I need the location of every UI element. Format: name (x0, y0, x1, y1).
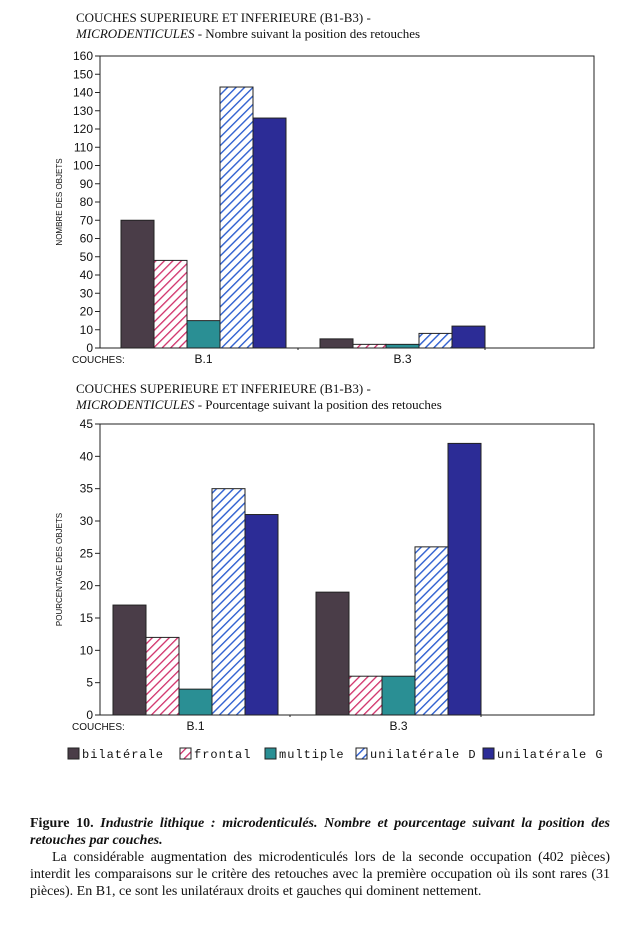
chart2-ytick-label: 10 (80, 643, 94, 657)
chart2-bar-b-1-frontal (145, 636, 180, 716)
chart1-bar-b-1-unilat-rale-g (252, 117, 287, 349)
chart2-ytick-label: 35 (80, 482, 94, 496)
chart1-ytick-label: 0 (86, 341, 93, 355)
chart1-ytick-label: 150 (73, 67, 93, 81)
chart1-bar-b-3-multiple (385, 343, 420, 349)
chart2-bar-b-3-multiple (381, 675, 416, 716)
legend-label-bilat-rale: bilatérale (82, 748, 164, 762)
chart2-ytick-label: 45 (80, 417, 94, 431)
figure-number: Figure 10. (30, 816, 94, 831)
chart2-title-rest: - Pourcentage suivant la position des re… (194, 397, 442, 412)
chart1-bar-b-1-frontal (153, 259, 188, 349)
figure-caption: Figure 10. Industrie lithique : microden… (30, 815, 610, 900)
legend-swatch-unilat-rale-g (482, 747, 495, 760)
chart2-bar-b-3-unilat-rale-d (414, 546, 449, 716)
chart1-ytick-label: 90 (80, 177, 94, 191)
chart1-title-line1: COUCHES SUPERIEURE ET INFERIEURE (B1-B3)… (76, 10, 371, 25)
chart2-bar-b-1-unilat-rale-d (211, 488, 246, 716)
chart2-title-line2: MICRODENTICULES - Pourcentage suivant la… (76, 397, 442, 413)
chart2-ytick-label: 40 (80, 449, 94, 463)
chart1-bar-b-1-bilat-rale (120, 219, 155, 349)
chart1-category-label-b-3: B.3 (393, 352, 411, 366)
chart1-ytick-label: 40 (80, 268, 94, 282)
chart1-xlabel: COUCHES: (72, 355, 125, 366)
chart2-bar-b-3-frontal (348, 675, 383, 716)
chart2-ytick-label: 30 (80, 514, 94, 528)
legend-swatch-unilat-rale-d (355, 747, 368, 760)
chart1-bar-b-3-frontal (352, 343, 387, 349)
chart2-bar-b-3-bilat-rale (315, 591, 350, 716)
chart2-ytick-label: 15 (80, 611, 94, 625)
chart2-xlabel: COUCHES: (72, 722, 125, 733)
chart1-title-rest: - Nombre suivant la position des retouch… (194, 26, 421, 41)
legend-label-unilat-rale-d: unilatérale D (370, 748, 477, 762)
chart1-ytick-label: 70 (80, 213, 94, 227)
chart2-ylabel: POURCENTAGE DES OBJETS (55, 513, 64, 626)
chart1-bar-b-3-bilat-rale (319, 338, 354, 349)
chart2-bar-b-1-unilat-rale-g (244, 514, 279, 716)
chart1-ytick-label: 10 (80, 323, 94, 337)
chart2-ytick-label: 0 (86, 708, 93, 722)
legend-swatch-frontal (179, 747, 192, 760)
chart1-ytick-label: 120 (73, 122, 93, 136)
legend-label-unilat-rale-g: unilatérale G (497, 748, 604, 762)
chart1-ytick-label: 60 (80, 232, 94, 246)
chart2-bar-b-1-multiple (178, 688, 213, 716)
charts-canvas: 0102030405060708090100110120130140150160… (55, 49, 604, 762)
chart2-ytick-label: 25 (80, 546, 94, 560)
chart1-ytick-label: 50 (80, 250, 94, 264)
chart2-bar-b-1-bilat-rale (112, 604, 147, 716)
chart1-ytick-label: 140 (73, 86, 93, 100)
chart1-bar-b-1-multiple (186, 320, 221, 349)
chart2-title-italic: MICRODENTICULES (76, 397, 195, 412)
legend-label-multiple: multiple (279, 748, 345, 762)
chart1-ytick-label: 110 (74, 140, 93, 154)
chart1-ylabel: NOMBRE DES OBJETS (55, 158, 64, 245)
figure-text: La considérable augmentation des microde… (30, 850, 610, 899)
chart2-ytick-label: 5 (86, 676, 93, 690)
chart1-category-label-b-1: B.1 (194, 352, 212, 366)
chart2-category-label-b-1: B.1 (186, 719, 204, 733)
chart1-ytick-label: 130 (73, 104, 93, 118)
chart1-ytick-label: 20 (80, 305, 94, 319)
chart2-title-line1: COUCHES SUPERIEURE ET INFERIEURE (B1-B3)… (76, 381, 371, 396)
chart1-ytick-label: 30 (80, 286, 94, 300)
chart2-bar-b-3-unilat-rale-g (447, 442, 482, 716)
chart2-ytick-label: 20 (80, 579, 94, 593)
chart1-ytick-label: 80 (80, 195, 94, 209)
chart1-bar-b-3-unilat-rale-g (451, 325, 486, 349)
legend-swatch-multiple (264, 747, 277, 760)
chart1-title-italic: MICRODENTICULES (76, 26, 195, 41)
chart2-category-label-b-3: B.3 (389, 719, 407, 733)
legend-label-frontal: frontal (194, 748, 251, 762)
chart1-bar-b-1-unilat-rale-d (219, 86, 254, 349)
chart1-ytick-label: 100 (73, 159, 93, 173)
chart1-title-line2: MICRODENTICULES - Nombre suivant la posi… (76, 26, 420, 42)
chart1-title: COUCHES SUPERIEURE ET INFERIEURE (B1-B3)… (76, 10, 420, 42)
chart1-bar-b-3-unilat-rale-d (418, 332, 453, 349)
chart2-title: COUCHES SUPERIEURE ET INFERIEURE (B1-B3)… (76, 381, 442, 413)
legend-swatch-bilat-rale (67, 747, 80, 760)
figure-title: Industrie lithique : microdenticulés. No… (30, 816, 610, 848)
chart1-ytick-label: 160 (73, 49, 93, 63)
